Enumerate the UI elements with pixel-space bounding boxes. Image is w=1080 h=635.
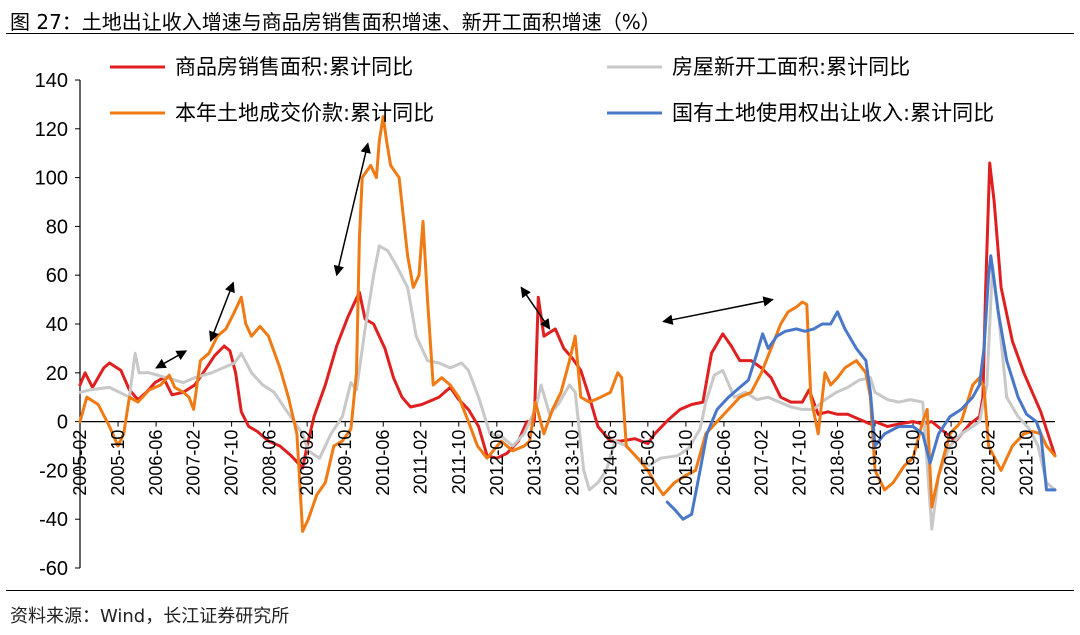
x-tick-label: 2013-10 <box>562 430 582 496</box>
y-tick-label: 60 <box>46 265 68 287</box>
series-line-2 <box>78 244 1057 531</box>
x-tick-label: 2005-10 <box>108 430 128 496</box>
title-rule <box>6 33 1074 34</box>
annotation-arrow <box>333 142 371 277</box>
x-tick-label: 2006-06 <box>146 430 166 496</box>
x-tick-label: 2019-02 <box>865 430 885 496</box>
x-tick-label: 2010-06 <box>373 430 393 496</box>
x-tick-label: 2012-06 <box>487 430 507 496</box>
x-tick-label: 2021-10 <box>1017 430 1037 496</box>
legend-label-2: 房屋新开工面积:累计同比 <box>672 55 910 79</box>
annotation-arrow <box>155 350 188 369</box>
legend-label-1: 商品房销售面积:累计同比 <box>175 55 413 79</box>
annotation-arrow <box>209 281 235 343</box>
figure-source: 资料来源：Wind，长江证券研究所 <box>10 606 290 627</box>
y-tick-label: 80 <box>46 216 68 238</box>
y-tick-label: -60 <box>39 558 68 580</box>
x-tick-label: 2021-02 <box>979 430 999 496</box>
x-tick-label: 2005-02 <box>70 430 90 496</box>
annotation-arrow <box>662 296 774 325</box>
x-tick-label: 2019-10 <box>903 430 923 496</box>
x-tick-label: 2016-06 <box>714 430 734 496</box>
x-tick-label: 2008-06 <box>260 430 280 496</box>
x-tick-label: 2009-10 <box>335 430 355 496</box>
legend-label-4: 国有土地使用权出让收入:累计同比 <box>672 101 994 125</box>
x-tick-label: 2015-10 <box>676 430 696 496</box>
y-tick-label: -20 <box>39 460 68 482</box>
y-tick-label: -40 <box>39 509 68 531</box>
x-tick-label: 2020-06 <box>941 430 961 496</box>
x-tick-label: 2013-02 <box>524 430 544 496</box>
x-tick-label: 2014-06 <box>600 430 620 496</box>
axes-group: -60 -40 -20 0 20 40 60 80 100 120 140 <box>35 70 1055 580</box>
annotation-group: 2005-02 2005-10 2006-06 2007-02 2007-10 2008-… <box>70 142 1037 496</box>
x-tick-label: 2017-02 <box>751 430 771 496</box>
y-tick-label: 0 <box>57 412 68 434</box>
series-line-3 <box>78 115 1057 533</box>
annotation-arrow <box>520 286 551 330</box>
x-tick-label: 2011-10 <box>449 430 469 495</box>
y-tick-label: 140 <box>35 70 68 92</box>
x-tick-label: 2018-06 <box>828 430 848 496</box>
y-tick-label: 40 <box>46 314 68 336</box>
series-line-1 <box>78 161 1057 470</box>
y-tick-label: 100 <box>35 168 68 190</box>
x-tick-label: 2007-10 <box>222 430 242 496</box>
legend-label-3: 本年土地成交价款:累计同比 <box>175 101 434 125</box>
figure-title: 图 27：土地出让收入增速与商品房销售面积增速、新开工面积增速（%） <box>10 10 661 34</box>
bottom-rule <box>6 590 1074 591</box>
x-tick-label: 2011-02 <box>411 430 431 495</box>
y-tick-label: 20 <box>46 363 68 385</box>
x-tick-label: 2017-10 <box>789 430 809 496</box>
y-tick-label: 120 <box>35 119 68 141</box>
series-line-4 <box>665 254 1057 521</box>
x-tick-label: 2009-02 <box>297 430 317 496</box>
x-tick-label: 2007-02 <box>184 430 204 496</box>
x-tick-label: 2015-02 <box>638 430 658 496</box>
